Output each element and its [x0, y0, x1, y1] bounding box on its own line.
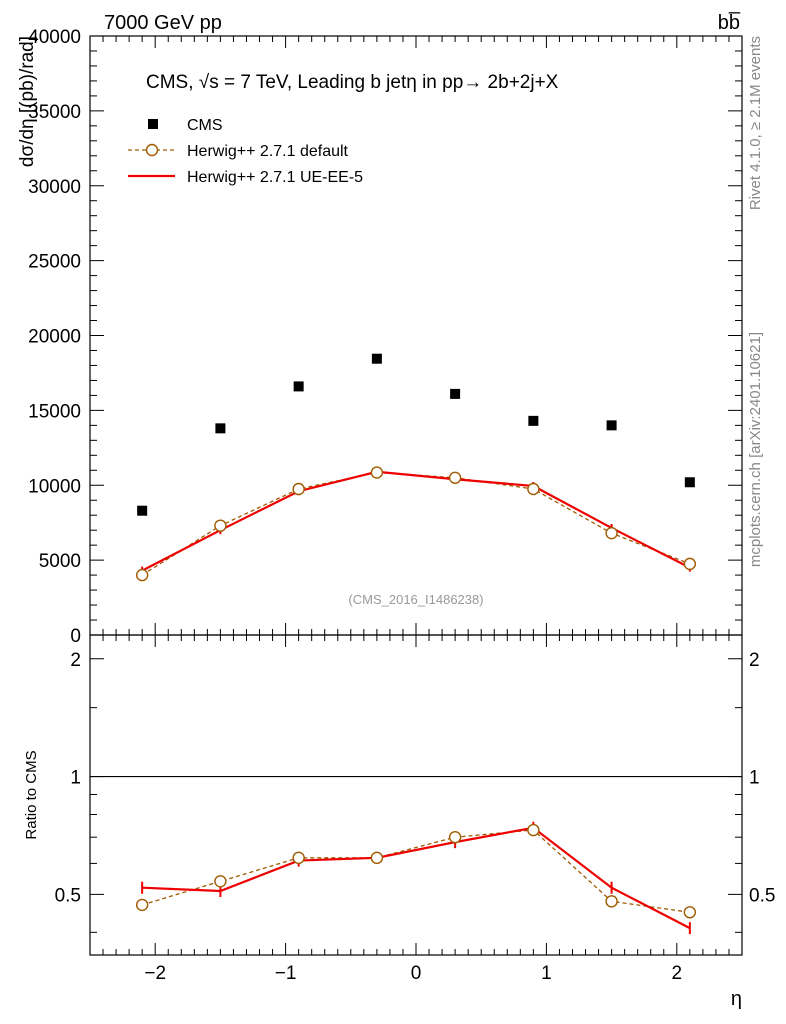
herwig-default-point: [370, 466, 384, 479]
y-tick-label-ratio-right: 1: [749, 768, 760, 789]
y-axis-label-ratio: Ratio to CMS: [23, 750, 40, 839]
y-tick-label-main: 15000: [28, 401, 81, 422]
cms-data-point: [371, 353, 382, 364]
herwig-default-point: [448, 471, 462, 484]
herwig-default-point: [214, 519, 227, 532]
ratio-herwig-default-line: [141, 829, 690, 913]
side-source-label: mcplots.cern.ch [arXiv:2401.10621]: [747, 332, 764, 567]
cms-data-point: [215, 423, 226, 434]
ratio-herwig-default-point: [448, 830, 462, 844]
series-herwig-default-line: [141, 471, 691, 576]
ratio-herwig-default-point: [135, 898, 149, 912]
ratio-herwig-ueee5-line: [142, 826, 691, 930]
cms-data-point: [293, 381, 304, 392]
herwig-default-point: [527, 482, 540, 496]
series-herwig-ueee5-line: [141, 470, 691, 572]
cms-data-point: [528, 415, 539, 426]
y-tick-label-main: 25000: [28, 252, 81, 273]
x-tick-label: 0: [411, 963, 422, 984]
ratio-herwig-default-point: [527, 823, 540, 837]
ratio-plot-frame: [89, 634, 743, 956]
cms-data-point: [450, 388, 461, 399]
y-tick-label-main: 40000: [28, 27, 81, 48]
watermark: (CMS_2016_I1486238): [348, 592, 483, 607]
plot-title: CMS, √s = 7 TeV, Leading b jetη in pp→ 2…: [146, 72, 559, 93]
y-tick-label-main: 0: [70, 626, 81, 647]
x-tick-label: −1: [275, 963, 297, 984]
y-tick-label-main: 35000: [28, 102, 81, 123]
y-tick-label-main: 5000: [39, 551, 81, 572]
herwig-default-point: [683, 557, 697, 571]
x-tick-label: −2: [144, 963, 166, 984]
legend-cms-marker: [148, 119, 158, 129]
y-tick-label-ratio-right: 2: [749, 650, 760, 671]
legend-ueee5-label: Herwig++ 2.7.1 UE-EE-5: [187, 169, 363, 186]
legend-default-label: Herwig++ 2.7.1 default: [187, 143, 349, 160]
herwig-default-point: [135, 568, 149, 582]
y-axis-label-main: dσ/dη [(pb)/rad]: [17, 36, 38, 167]
cms-data-point: [684, 477, 695, 488]
legend-cms-label: CMS: [187, 117, 223, 134]
cms-data-point: [606, 420, 617, 431]
ratio-herwig-default-point: [214, 875, 227, 888]
y-tick-label-ratio: 2: [70, 650, 81, 671]
y-tick-label-ratio: 0.5: [55, 885, 81, 906]
y-tick-label-main: 20000: [28, 327, 81, 348]
ratio-herwig-default-point: [605, 895, 618, 908]
ratio-herwig-default-point: [370, 851, 384, 865]
x-axis-label: η: [731, 988, 742, 1010]
y-tick-label-main: 10000: [28, 476, 81, 497]
legend: CMS Herwig++ 2.7.1 default Herwig++ 2.7.…: [128, 117, 363, 186]
side-rivet-label: Rivet 4.1.0, ≥ 2.1M events: [747, 36, 764, 210]
header-left: 7000 GeV pp: [104, 12, 222, 34]
y-tick-label-ratio: 1: [70, 768, 81, 789]
y-tick-label-main: 30000: [28, 177, 81, 198]
x-tick-label: 1: [541, 963, 552, 984]
y-tick-label-ratio-right: 0.5: [749, 885, 775, 906]
header-right: bb̅: [718, 11, 741, 34]
legend-default-marker: [145, 143, 159, 157]
x-tick-label: 2: [672, 963, 683, 984]
herwig-default-point: [292, 482, 305, 496]
ratio-herwig-default-point: [683, 906, 697, 919]
cms-data-point: [137, 505, 148, 516]
ratio-herwig-default-point: [292, 851, 305, 865]
herwig-default-point: [605, 526, 618, 540]
